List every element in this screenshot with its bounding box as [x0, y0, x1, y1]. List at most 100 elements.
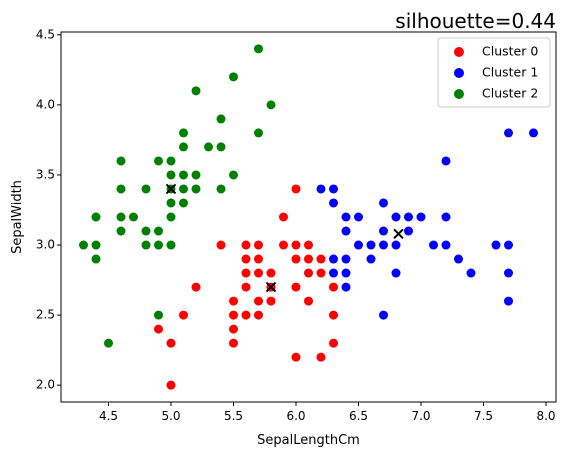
data-point-cluster-1: [391, 240, 401, 250]
data-point-cluster-0: [291, 254, 301, 264]
data-point-cluster-0: [304, 296, 313, 306]
x-tick-label-6.0: 6.0: [286, 409, 305, 423]
centroid-markers: [165, 183, 404, 293]
data-point-cluster-0: [291, 240, 301, 250]
data-point-cluster-1: [504, 240, 513, 250]
data-point-cluster-0: [279, 212, 288, 222]
y-tick-label-4.5: 4.5: [36, 27, 55, 41]
data-point-cluster-2: [191, 184, 201, 194]
data-point-cluster-2: [191, 170, 201, 180]
data-point-cluster-0: [291, 184, 301, 194]
data-point-cluster-1: [391, 212, 401, 222]
data-point-cluster-0: [266, 268, 276, 278]
data-point-cluster-0: [241, 240, 251, 250]
data-point-cluster-1: [504, 128, 513, 138]
data-point-cluster-1: [404, 212, 413, 222]
legend-marker-cluster-1: [454, 68, 464, 78]
data-point-cluster-2: [229, 170, 238, 180]
data-point-cluster-0: [166, 380, 176, 390]
data-point-cluster-1: [379, 198, 388, 208]
data-point-cluster-2: [91, 212, 101, 222]
data-point-cluster-1: [366, 240, 376, 250]
x-tick-label-4.5: 4.5: [99, 409, 118, 423]
data-point-cluster-0: [254, 296, 263, 306]
data-point-cluster-1: [379, 310, 388, 320]
data-point-cluster-2: [141, 184, 151, 194]
data-point-cluster-0: [154, 324, 163, 334]
data-point-cluster-2: [266, 100, 276, 110]
y-tick-label-2.5: 2.5: [36, 308, 55, 322]
data-point-cluster-0: [279, 240, 288, 250]
data-point-cluster-0: [241, 268, 251, 278]
data-point-cluster-2: [129, 212, 138, 222]
data-point-cluster-0: [241, 310, 251, 320]
data-point-cluster-0: [254, 240, 263, 250]
data-point-cluster-2: [166, 156, 176, 166]
legend-marker-cluster-2: [454, 89, 464, 99]
data-point-cluster-0: [229, 310, 238, 320]
data-point-cluster-2: [154, 240, 163, 250]
legend-label-cluster-1: Cluster 1: [482, 65, 538, 80]
data-point-cluster-2: [166, 170, 176, 180]
y-tick-label-2.0: 2.0: [36, 378, 55, 392]
data-point-cluster-2: [229, 72, 238, 82]
x-tick-label-5.5: 5.5: [224, 409, 243, 423]
data-point-cluster-1: [441, 212, 451, 222]
data-point-cluster-0: [304, 254, 313, 264]
data-point-cluster-1: [341, 226, 351, 236]
data-point-cluster-1: [341, 282, 351, 292]
data-point-cluster-2: [116, 226, 126, 236]
data-point-cluster-0: [241, 282, 251, 292]
data-point-cluster-1: [429, 240, 438, 250]
data-point-cluster-1: [504, 296, 513, 306]
data-point-cluster-1: [379, 240, 388, 250]
plot-frame: [60, 31, 557, 403]
data-point-cluster-2: [79, 240, 88, 250]
x-axis-label: SepalLengthCm: [257, 433, 360, 448]
data-point-cluster-1: [329, 184, 338, 194]
data-point-cluster-1: [504, 268, 513, 278]
data-point-cluster-0: [266, 296, 276, 306]
legend-label-cluster-2: Cluster 2: [482, 86, 538, 101]
y-axis-label: SepalWidth: [10, 180, 25, 254]
data-point-cluster-0: [254, 254, 263, 264]
data-point-cluster-2: [116, 156, 126, 166]
data-point-cluster-0: [329, 282, 338, 292]
data-point-cluster-0: [191, 282, 201, 292]
data-point-cluster-1: [454, 254, 463, 264]
data-point-cluster-1: [379, 226, 388, 236]
data-point-cluster-1: [354, 240, 363, 250]
data-point-cluster-2: [179, 170, 188, 180]
data-point-cluster-1: [329, 254, 338, 264]
data-point-cluster-2: [216, 142, 226, 152]
data-point-cluster-2: [179, 184, 188, 194]
data-point-cluster-1: [329, 268, 338, 278]
data-point-cluster-1: [441, 240, 451, 250]
data-point-cluster-1: [316, 184, 326, 194]
data-point-cluster-0: [179, 310, 188, 320]
data-point-cluster-0: [241, 254, 251, 264]
centroid-marker-2: [393, 228, 404, 240]
data-point-cluster-0: [229, 296, 238, 306]
data-point-cluster-2: [166, 240, 176, 250]
data-point-cluster-2: [141, 226, 151, 236]
data-point-cluster-2: [191, 86, 201, 96]
data-point-cluster-2: [254, 128, 263, 138]
data-point-cluster-2: [91, 254, 101, 264]
y-tick-label-3.5: 3.5: [36, 167, 55, 181]
data-point-cluster-1: [366, 254, 376, 264]
data-point-cluster-1: [441, 156, 451, 166]
data-point-cluster-2: [254, 44, 263, 54]
data-point-cluster-2: [116, 212, 126, 222]
data-point-cluster-0: [229, 338, 238, 348]
y-tick-label-4.0: 4.0: [36, 97, 55, 111]
data-point-cluster-2: [179, 128, 188, 138]
data-point-cluster-1: [391, 268, 401, 278]
data-point-cluster-1: [341, 212, 351, 222]
data-point-cluster-1: [354, 212, 363, 222]
data-point-cluster-1: [466, 268, 476, 278]
data-point-cluster-2: [179, 198, 188, 208]
legend-frame: [437, 37, 551, 108]
data-point-cluster-1: [491, 240, 501, 250]
